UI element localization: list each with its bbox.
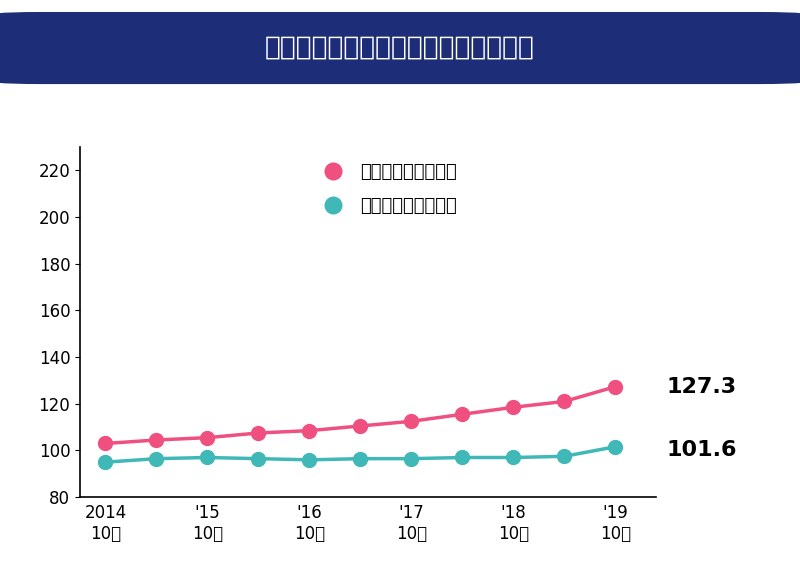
Text: 101.6: 101.6 [666, 440, 737, 460]
Legend: マンション価格指数, マンション賌料指数: マンション価格指数, マンション賌料指数 [308, 156, 464, 223]
FancyBboxPatch shape [0, 12, 800, 84]
Text: 大阪のマンション価格指数・賌料指数: 大阪のマンション価格指数・賌料指数 [265, 35, 535, 61]
Text: 127.3: 127.3 [666, 377, 736, 397]
